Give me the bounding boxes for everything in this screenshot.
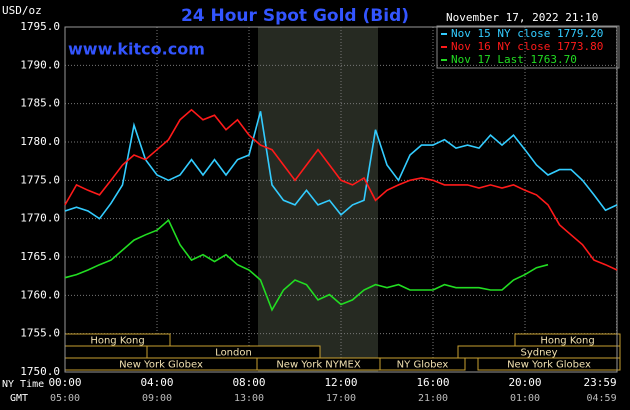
market-hours-shade <box>258 27 378 372</box>
session-label: London <box>215 348 252 359</box>
x2-tick-label: 13:00 <box>234 393 264 404</box>
x-tick-label: 12:00 <box>324 376 357 389</box>
site-url: www.kitco.com <box>68 40 205 59</box>
y-tick-label: 1750.0 <box>20 365 60 378</box>
session-label: New York NYMEX <box>276 360 361 371</box>
x-tick-label: 00:00 <box>48 376 81 389</box>
x-tick-label: 23:59 <box>583 376 616 389</box>
x2-axis-label: GMT <box>10 393 28 404</box>
y-tick-label: 1785.0 <box>20 97 60 110</box>
x-tick-label: 20:00 <box>508 376 541 389</box>
x-tick-label: 08:00 <box>232 376 265 389</box>
session-label: New York Globex <box>507 360 591 371</box>
series-line <box>64 218 549 312</box>
y-tick-label: 1770.0 <box>20 212 60 225</box>
x-tick-label: 16:00 <box>416 376 449 389</box>
timestamp: November 17, 2022 21:10 <box>446 11 598 24</box>
x-axis-label: NY Time <box>2 379 44 390</box>
session-label: Hong Kong <box>540 336 594 347</box>
session-label: New York Globex <box>119 360 203 371</box>
session-bar <box>379 357 466 371</box>
y-tick-label: 1775.0 <box>20 173 60 186</box>
y-tick-label: 1780.0 <box>20 135 60 148</box>
legend-box <box>436 25 620 69</box>
series-line <box>64 111 618 220</box>
x2-tick-label: 04:59 <box>586 393 616 404</box>
y-tick-label: 1760.0 <box>20 288 60 301</box>
legend-label: Nov 16 NY close 1773.80 <box>451 40 603 53</box>
session-bar <box>514 333 621 347</box>
y-tick-label: 1765.0 <box>20 250 60 263</box>
legend-label: Nov 15 NY close 1779.20 <box>451 27 603 40</box>
legend-label: Nov 17 Last 1763.70 <box>451 53 577 66</box>
chart-title: 24 Hour Spot Gold (Bid) <box>181 6 409 26</box>
y-tick-label: 1790.0 <box>20 58 60 71</box>
session-bar <box>477 357 621 371</box>
x2-tick-label: 21:00 <box>418 393 448 404</box>
x2-tick-label: 17:00 <box>326 393 356 404</box>
session-label: NY Globex <box>397 360 449 371</box>
plot-frame <box>64 26 618 373</box>
x2-tick-label: 09:00 <box>142 393 172 404</box>
session-label: Hong Kong <box>90 336 144 347</box>
y-tick-label: 1795.0 <box>20 20 60 33</box>
x2-tick-label: 01:00 <box>510 393 540 404</box>
session-label: Sydney <box>520 348 557 359</box>
y-tick-label: 1755.0 <box>20 327 60 340</box>
y-axis-unit: USD/oz <box>2 4 42 17</box>
x2-tick-label: 05:00 <box>50 393 80 404</box>
series-line <box>64 108 618 271</box>
x-tick-label: 04:00 <box>140 376 173 389</box>
